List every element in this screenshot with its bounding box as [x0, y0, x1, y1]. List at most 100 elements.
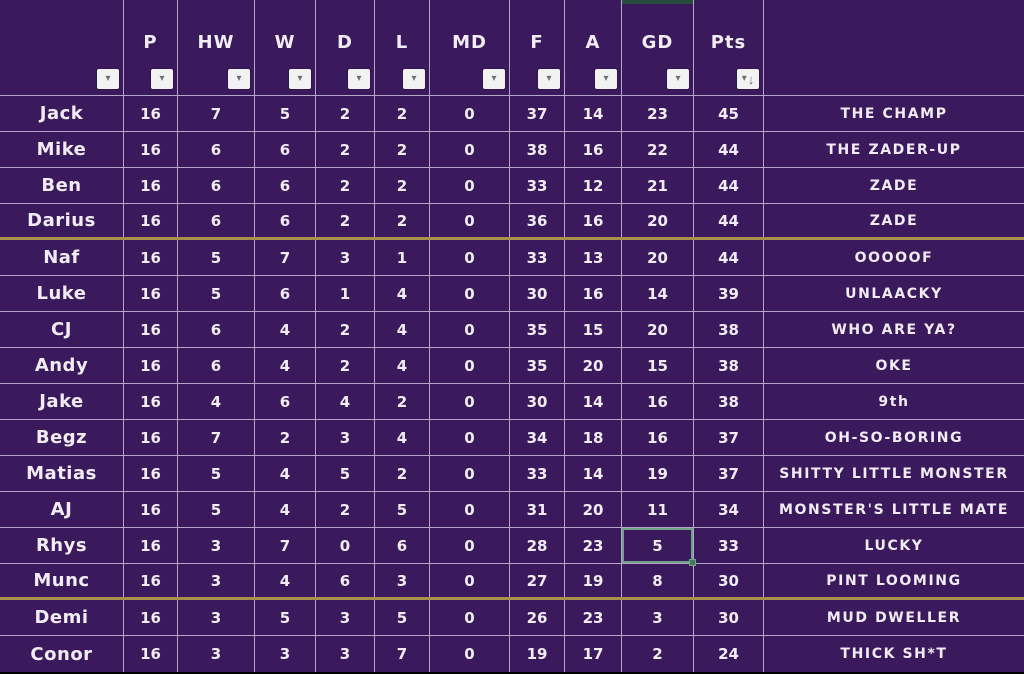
- column-header-l[interactable]: L ▾: [375, 0, 430, 95]
- cell-munc-a[interactable]: 19: [565, 564, 622, 597]
- cell-mike-hw[interactable]: 6: [178, 132, 255, 167]
- fill-handle[interactable]: [689, 559, 696, 566]
- cell-aj-a[interactable]: 20: [565, 492, 622, 527]
- cell-luke-pts[interactable]: 39: [694, 276, 764, 311]
- cell-munc-l[interactable]: 3: [375, 564, 430, 597]
- cell-cj-md[interactable]: 0: [430, 312, 510, 347]
- cell-naf-pts[interactable]: 44: [694, 240, 764, 275]
- cell-aj-md[interactable]: 0: [430, 492, 510, 527]
- cell-rhys-hw[interactable]: 3: [178, 528, 255, 563]
- cell-matias-comment[interactable]: SHITTY LITTLE MONSTER: [779, 465, 1009, 482]
- cell-andy-pts[interactable]: 38: [694, 348, 764, 383]
- cell-conor-pts[interactable]: 24: [694, 636, 764, 672]
- cell-demi-l[interactable]: 5: [375, 600, 430, 635]
- cell-rhys-l[interactable]: 6: [375, 528, 430, 563]
- cell-conor-hw[interactable]: 3: [178, 636, 255, 672]
- cell-munc-name[interactable]: Munc: [0, 564, 124, 597]
- cell-jack-l[interactable]: 2: [375, 96, 430, 131]
- cell-andy-f[interactable]: 35: [510, 348, 565, 383]
- filter-button-hw[interactable]: ▾: [228, 69, 250, 89]
- cell-luke-name[interactable]: Luke: [0, 276, 124, 311]
- cell-jack-name[interactable]: Jack: [0, 96, 124, 131]
- cell-demi-w[interactable]: 5: [255, 600, 316, 635]
- cell-andy-a[interactable]: 20: [565, 348, 622, 383]
- cell-ben-d[interactable]: 2: [316, 168, 375, 203]
- cell-matias-md[interactable]: 0: [430, 456, 510, 491]
- cell-jake-hw[interactable]: 4: [178, 384, 255, 419]
- cell-demi-comment[interactable]: MUD DWELLER: [826, 609, 962, 626]
- cell-aj-d[interactable]: 2: [316, 492, 375, 527]
- filter-button-d[interactable]: ▾: [348, 69, 370, 89]
- cell-jake-md[interactable]: 0: [430, 384, 510, 419]
- cell-darius-gd[interactable]: 20: [622, 204, 694, 237]
- cell-mike-d[interactable]: 2: [316, 132, 375, 167]
- cell-rhys-p[interactable]: 16: [124, 528, 178, 563]
- column-header-w[interactable]: W ▾: [255, 0, 316, 95]
- column-header-gd[interactable]: GD ▾: [622, 0, 694, 95]
- cell-matias-l[interactable]: 2: [375, 456, 430, 491]
- cell-andy-w[interactable]: 4: [255, 348, 316, 383]
- cell-cj-d[interactable]: 2: [316, 312, 375, 347]
- cell-jake-f[interactable]: 30: [510, 384, 565, 419]
- cell-ben-hw[interactable]: 6: [178, 168, 255, 203]
- cell-darius-md[interactable]: 0: [430, 204, 510, 237]
- cell-begz-p[interactable]: 16: [124, 420, 178, 455]
- cell-cj-a[interactable]: 15: [565, 312, 622, 347]
- cell-rhys-f[interactable]: 28: [510, 528, 565, 563]
- cell-matias-w[interactable]: 4: [255, 456, 316, 491]
- cell-conor-comment[interactable]: THICK SH*T: [840, 646, 948, 662]
- cell-luke-comment[interactable]: UNLAACKY: [845, 285, 943, 302]
- cell-munc-w[interactable]: 4: [255, 564, 316, 597]
- cell-demi-a[interactable]: 23: [565, 600, 622, 635]
- cell-cj-p[interactable]: 16: [124, 312, 178, 347]
- cell-naf-comment[interactable]: OOOOOF: [854, 249, 934, 266]
- cell-andy-comment[interactable]: OKE: [875, 357, 913, 374]
- cell-mike-w[interactable]: 6: [255, 132, 316, 167]
- cell-mike-gd[interactable]: 22: [622, 132, 694, 167]
- cell-aj-hw[interactable]: 5: [178, 492, 255, 527]
- cell-naf-f[interactable]: 33: [510, 240, 565, 275]
- cell-naf-name[interactable]: Naf: [0, 240, 124, 275]
- cell-luke-d[interactable]: 1: [316, 276, 375, 311]
- filter-button-gd[interactable]: ▾: [667, 69, 689, 89]
- cell-rhys-gd[interactable]: 5: [622, 528, 696, 566]
- cell-matias-p[interactable]: 16: [124, 456, 178, 491]
- cell-munc-f[interactable]: 27: [510, 564, 565, 597]
- cell-luke-hw[interactable]: 5: [178, 276, 255, 311]
- cell-munc-pts[interactable]: 30: [694, 564, 764, 597]
- cell-munc-p[interactable]: 16: [124, 564, 178, 597]
- cell-ben-l[interactable]: 2: [375, 168, 430, 203]
- cell-mike-a[interactable]: 16: [565, 132, 622, 167]
- cell-munc-gd[interactable]: 8: [622, 564, 694, 597]
- cell-cj-pts[interactable]: 38: [694, 312, 764, 347]
- cell-aj-f[interactable]: 31: [510, 492, 565, 527]
- cell-naf-d[interactable]: 3: [316, 240, 375, 275]
- cell-conor-l[interactable]: 7: [375, 636, 430, 672]
- column-header-a[interactable]: A ▾: [565, 0, 622, 95]
- cell-matias-gd[interactable]: 19: [622, 456, 694, 491]
- cell-munc-d[interactable]: 6: [316, 564, 375, 597]
- cell-jack-md[interactable]: 0: [430, 96, 510, 131]
- filter-button-w[interactable]: ▾: [289, 69, 311, 89]
- filter-button-pts[interactable]: ▾ ↓: [737, 69, 759, 89]
- cell-aj-name[interactable]: AJ: [0, 492, 124, 527]
- cell-jake-a[interactable]: 14: [565, 384, 622, 419]
- cell-andy-gd[interactable]: 15: [622, 348, 694, 383]
- cell-conor-p[interactable]: 16: [124, 636, 178, 672]
- cell-conor-md[interactable]: 0: [430, 636, 510, 672]
- cell-rhys-comment[interactable]: LUCKY: [864, 537, 924, 554]
- cell-demi-f[interactable]: 26: [510, 600, 565, 635]
- cell-aj-gd[interactable]: 11: [622, 492, 694, 527]
- cell-mike-md[interactable]: 0: [430, 132, 510, 167]
- cell-jake-w[interactable]: 6: [255, 384, 316, 419]
- cell-cj-gd[interactable]: 20: [622, 312, 694, 347]
- cell-andy-name[interactable]: Andy: [0, 348, 124, 383]
- cell-naf-md[interactable]: 0: [430, 240, 510, 275]
- column-header-p[interactable]: P ▾: [124, 0, 178, 95]
- cell-ben-w[interactable]: 6: [255, 168, 316, 203]
- cell-demi-hw[interactable]: 3: [178, 600, 255, 635]
- cell-demi-p[interactable]: 16: [124, 600, 178, 635]
- cell-jack-p[interactable]: 16: [124, 96, 178, 131]
- cell-mike-pts[interactable]: 44: [694, 132, 764, 167]
- column-header-comment[interactable]: [764, 0, 1024, 95]
